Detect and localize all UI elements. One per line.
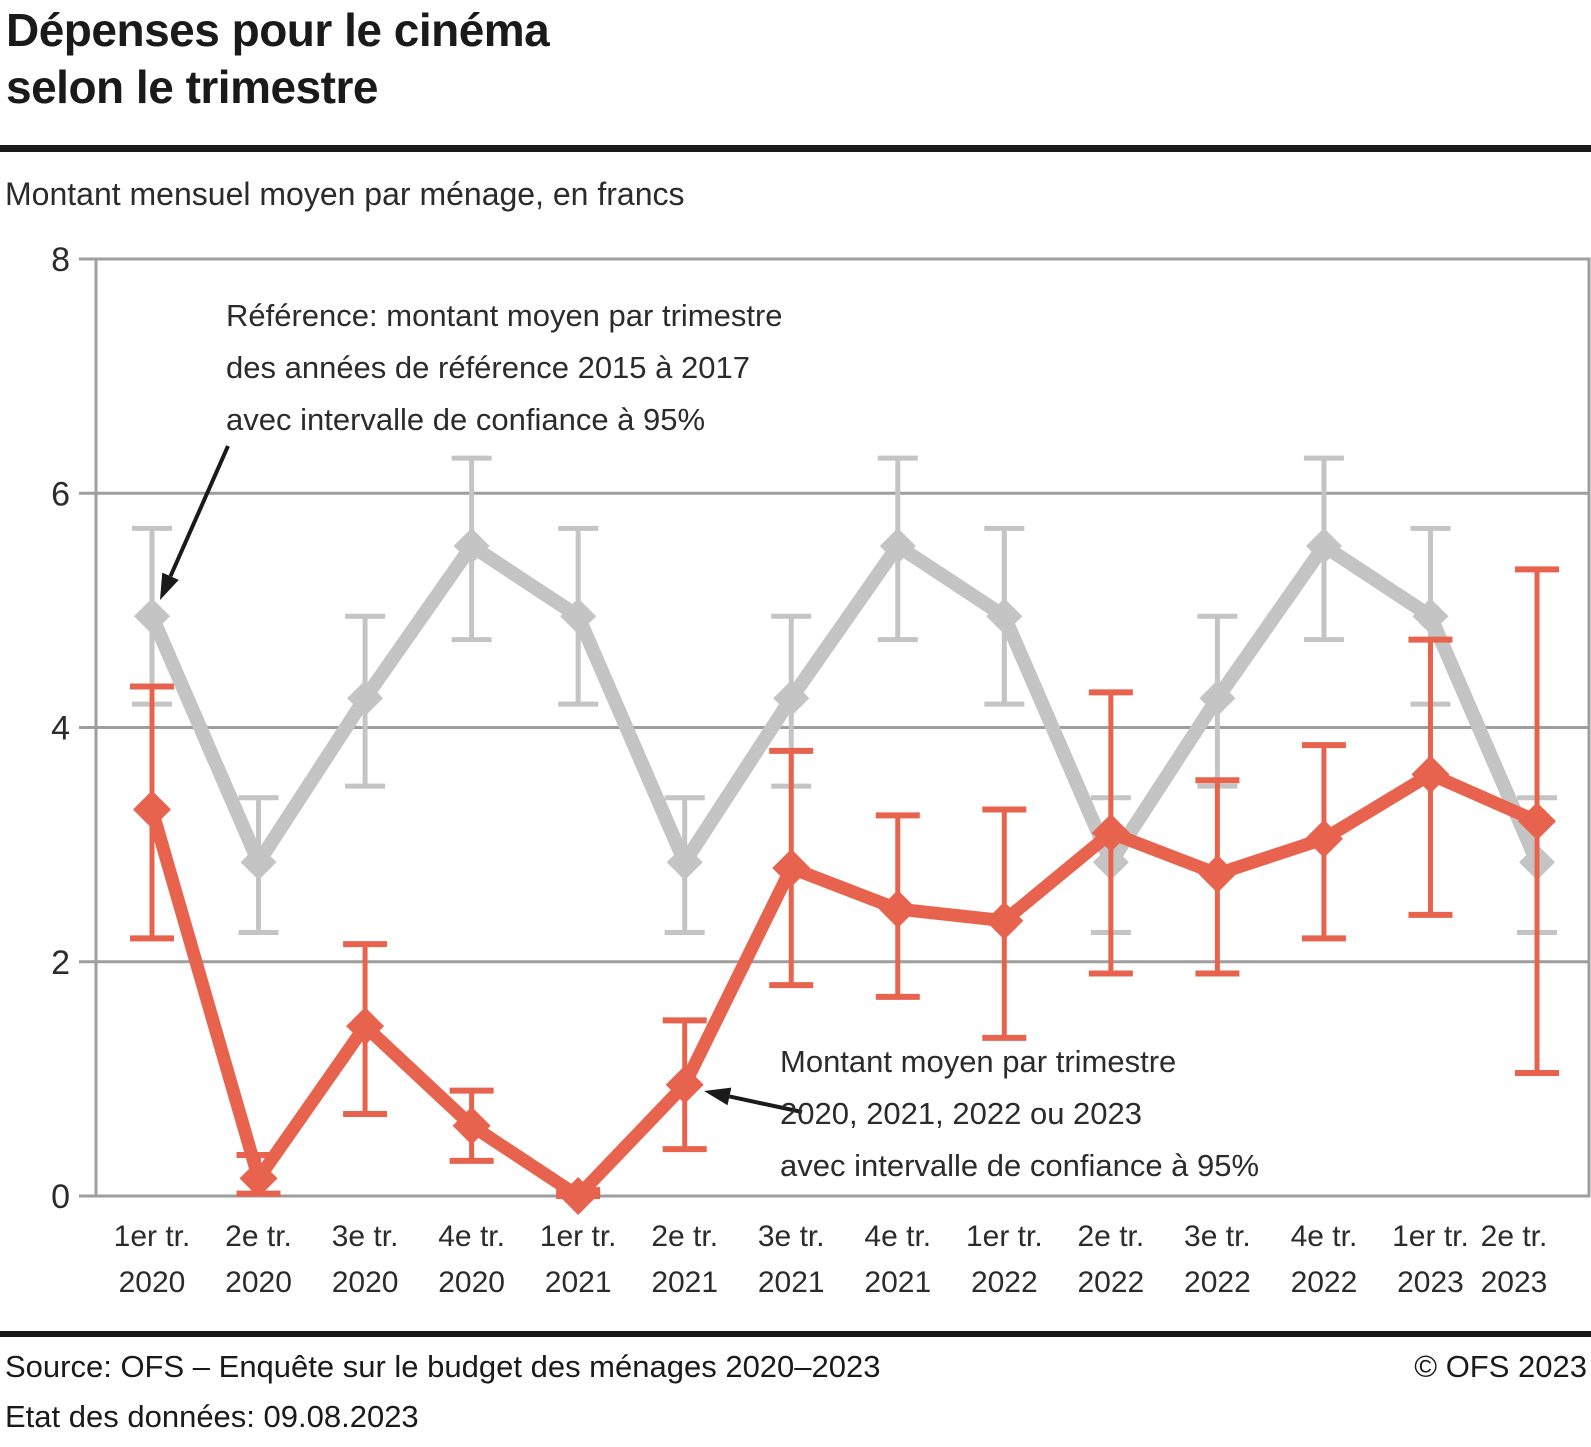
y-axis-label: 6 xyxy=(51,475,70,513)
annotation-line: des années de référence 2015 à 2017 xyxy=(226,350,750,385)
reference-data-point xyxy=(1305,527,1342,564)
title-divider xyxy=(0,145,1591,152)
annotation-arrow-current-line xyxy=(729,1094,803,1114)
current-data-point xyxy=(1091,813,1130,852)
current-data-point xyxy=(878,890,917,929)
page-title-line1: Dépenses pour le cinéma xyxy=(6,4,550,56)
chart-subtitle: Montant mensuel moyen par ménage, en fra… xyxy=(5,176,685,212)
x-axis-label: 3e tr. 2020 xyxy=(332,1220,399,1299)
current-data-point xyxy=(1411,755,1450,794)
annotation-arrow-reference-head xyxy=(160,572,179,600)
current-data-point xyxy=(239,1159,278,1198)
reference-data-point xyxy=(347,680,384,717)
annotation-line: 2020, 2021, 2022 ou 2023 xyxy=(780,1096,1143,1131)
current-data-point xyxy=(1198,854,1237,893)
x-axis-label: 2e tr. 2023 xyxy=(1481,1220,1548,1299)
x-axis-label: 1er tr. 2022 xyxy=(966,1220,1043,1299)
x-axis-label: 4e tr. 2020 xyxy=(438,1220,505,1299)
x-axis-label: 2e tr. 2021 xyxy=(651,1220,718,1299)
annotation-line: avec intervalle de confiance à 95% xyxy=(226,402,706,437)
x-axis-label: 1er tr. 2021 xyxy=(540,1220,617,1299)
x-axis-label: 4e tr. 2022 xyxy=(1291,1220,1358,1299)
annotation-arrow-current-head xyxy=(704,1087,732,1106)
y-axis-label: 8 xyxy=(51,241,70,279)
reference-data-point xyxy=(240,844,277,881)
page-title-line2: selon le trimestre xyxy=(6,61,378,113)
y-axis-label: 2 xyxy=(51,944,70,982)
y-axis-label: 0 xyxy=(51,1178,70,1216)
annotation-reference-series: Référence: montant moyen par trimestre d… xyxy=(226,290,783,446)
current-data-point xyxy=(346,1007,385,1046)
x-axis-label: 4e tr. 2021 xyxy=(864,1220,931,1299)
current-data-point xyxy=(133,790,171,829)
y-axis-label: 4 xyxy=(51,710,70,748)
current-data-point xyxy=(1304,819,1343,858)
copyright-text: © OFS 2023 xyxy=(1414,1349,1587,1384)
current-data-point xyxy=(559,1177,598,1215)
footer-source-row: Source: OFS – Enquête sur le budget des … xyxy=(5,1349,1587,1385)
current-data-point xyxy=(665,1065,704,1104)
current-data-point xyxy=(985,901,1024,940)
reference-data-point xyxy=(134,598,170,635)
current-data-point xyxy=(452,1106,491,1145)
annotation-line: avec intervalle de confiance à 95% xyxy=(780,1148,1260,1183)
reference-data-point xyxy=(1199,680,1236,717)
x-axis-label: 3e tr. 2021 xyxy=(758,1220,825,1299)
x-axis-label: 2e tr. 2020 xyxy=(225,1220,292,1299)
x-axis-label: 3e tr. 2022 xyxy=(1184,1220,1251,1299)
data-state-text: Etat des données: 09.08.2023 xyxy=(5,1399,419,1434)
annotation-line: Montant moyen par trimestre xyxy=(780,1044,1177,1079)
current-series-line xyxy=(145,767,1540,1205)
reference-data-point xyxy=(666,844,703,881)
x-axis-label: 1er tr. 2023 xyxy=(1392,1220,1469,1299)
reference-data-point xyxy=(453,527,490,564)
current-data-point xyxy=(772,849,811,888)
x-axis-label: 1er tr. 2020 xyxy=(114,1220,191,1299)
footer-divider xyxy=(0,1331,1591,1337)
reference-data-point xyxy=(986,598,1023,635)
reference-series-line xyxy=(145,536,1544,877)
annotation-current-series: Montant moyen par trimestre 2020, 2021, … xyxy=(780,1036,1259,1192)
source-text: Source: OFS – Enquête sur le budget des … xyxy=(5,1349,881,1384)
reference-data-point xyxy=(879,527,916,564)
reference-data-point xyxy=(773,680,810,717)
annotation-arrow-reference-line xyxy=(168,445,230,578)
current-data-point xyxy=(1518,802,1557,841)
reference-data-point xyxy=(1412,598,1449,635)
x-axis-label: 2e tr. 2022 xyxy=(1077,1220,1144,1299)
reference-data-point xyxy=(560,598,597,635)
annotation-line: Référence: montant moyen par trimestre xyxy=(226,298,783,333)
page-title: Dépenses pour le cinéma selon le trimest… xyxy=(6,2,550,116)
